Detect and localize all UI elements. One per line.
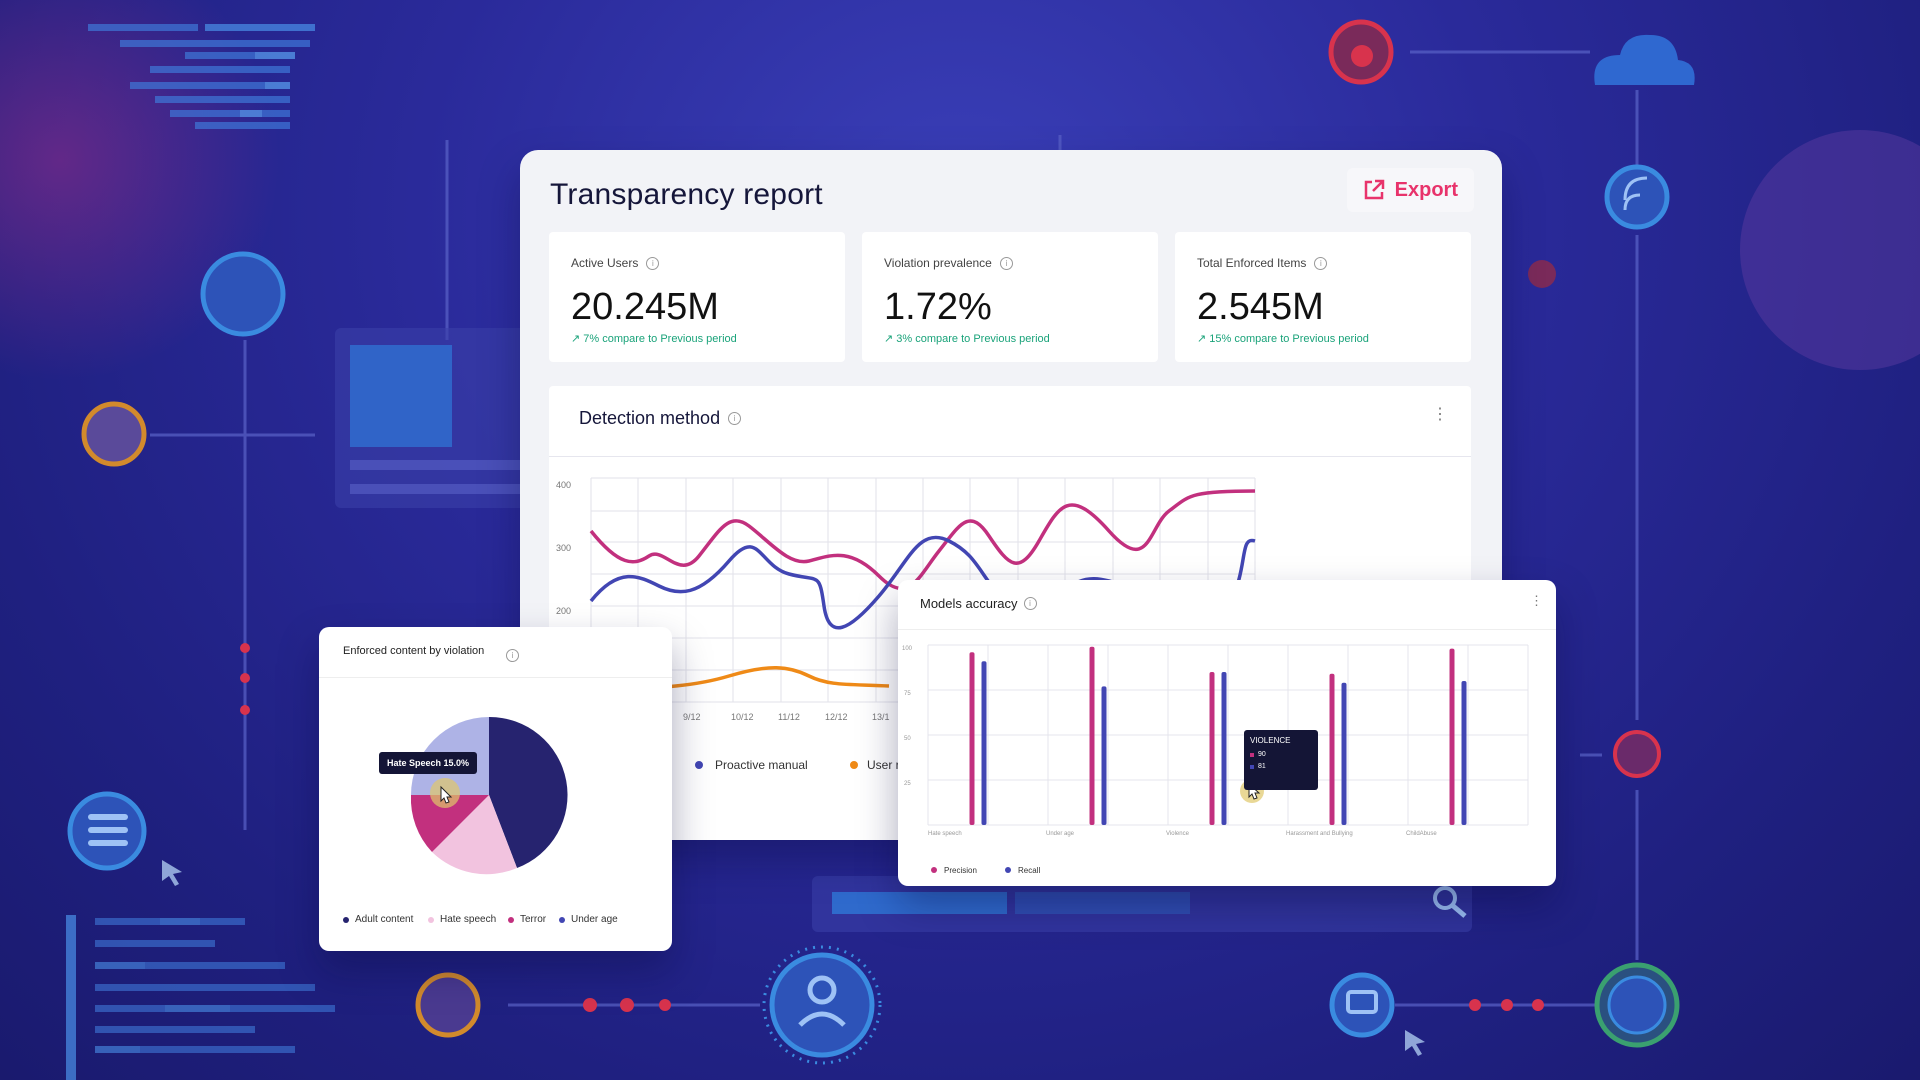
stat-label: Violation prevalence [884,256,992,270]
slice-hate-speech [432,795,517,875]
bar-recall[interactable] [1341,682,1347,825]
bar-tooltip: VIOLENCE 90 81 [1244,730,1318,790]
divider [898,629,1556,630]
x-tick: Harassment and Bullying [1286,831,1353,837]
legend-label: Terror [520,914,547,925]
page-title: Transparency report [550,178,823,211]
legend-marker [1005,867,1011,873]
legend-label: User r [867,758,900,772]
legend-marker [1250,752,1254,757]
bar-recall[interactable] [1101,686,1107,825]
y-tick: 25 [904,781,911,787]
kebab-menu-icon[interactable]: ⋮ [1530,593,1543,608]
bar-precision[interactable] [1209,672,1215,825]
cursor-hand-icon [440,785,453,804]
x-tick: Violence [1166,831,1190,837]
panel-title: Detection method [579,408,721,428]
stat-value: 20.245M [571,286,719,328]
bar-precision[interactable] [1329,673,1335,825]
stat-total-enforced-items: Total Enforced Items i 2.545M ↗ 15% compa… [1175,232,1471,362]
bar-precision[interactable] [1449,648,1455,825]
bar-precision[interactable] [969,652,975,825]
legend-marker [508,916,514,923]
x-tick: 9/12 [683,712,701,722]
bar-recall[interactable] [1221,672,1227,825]
legend-label: Recall [1018,866,1040,875]
legend-label: Adult content [355,914,414,925]
y-tick: 50 [904,736,911,742]
legend-marker [1250,764,1254,769]
x-tick: Hate speech [928,831,962,837]
stat-value: 1.72% [884,286,992,328]
kebab-menu-icon[interactable]: ⋮ [1432,406,1448,423]
x-tick: 10/12 [731,712,754,722]
bar-chart: 100 75 50 25 Hate speech Under age Viole… [902,644,1529,875]
x-tick: 12/12 [825,712,848,722]
stat-value: 2.545M [1197,286,1324,328]
y-tick: 400 [556,480,571,490]
y-tick: 200 [556,606,571,616]
legend-label: Hate speech [440,914,497,925]
slice-terror [410,795,489,852]
models-accuracy-card: Models accuracy i ⋮ 100 75 50 25 Hate sp… [898,580,1556,886]
stat-label: Active Users [571,256,639,270]
tooltip-title: VIOLENCE [1250,736,1291,745]
legend-label: Under age [571,914,618,925]
legend-label: Precision [944,866,977,875]
card-title: Models accuracy [920,596,1018,611]
stat-violation-prevalence: Violation prevalence i 1.72% ↗ 3% compare… [862,232,1158,362]
pie-tooltip: Hate Speech 15.0% [379,752,478,774]
trend-up-icon: ↗ [1197,333,1210,345]
trend-up-icon: ↗ [571,333,584,345]
y-tick: 300 [556,543,571,553]
legend-marker [931,867,937,873]
info-icon[interactable]: i [728,412,742,425]
tooltip-precision: 90 [1258,751,1266,758]
stat-active-users: Active Users i 20.245M ↗ 7% compare to Pr… [549,232,845,362]
pie-chart [410,716,568,875]
x-tick: 11/12 [778,712,800,722]
legend-label: Proactive manual [715,758,808,772]
bar-recall[interactable] [981,661,987,825]
trend-up-icon: ↗ [884,333,897,345]
info-icon[interactable]: i [999,256,1013,270]
stat-change: 7% compare to Previous period [583,333,737,345]
info-icon[interactable]: i [1023,597,1037,610]
legend-marker [850,761,858,769]
divider [549,456,1471,457]
x-tick: Under age [1046,831,1075,837]
export-label: Export [1394,178,1458,201]
x-tick: ChildAbuse [1406,831,1437,837]
legend-marker [428,916,434,923]
stat-change: 15% compare to Previous period [1209,333,1369,345]
x-tick: 13/1 [872,712,890,722]
tooltip-recall: 81 [1258,763,1266,770]
export-button[interactable]: Export [1346,168,1474,212]
bar-precision[interactable] [1089,646,1095,825]
legend-marker [559,916,565,923]
info-icon[interactable]: i [506,649,519,662]
legend-marker [343,916,349,923]
series-line-pink [589,489,1256,591]
card-title: Enforced content by violation [343,645,485,657]
slice-adult-content [489,716,568,868]
divider [319,677,672,678]
y-tick: 100 [902,646,913,652]
info-icon[interactable]: i [1314,256,1328,270]
stat-label: Total Enforced Items [1197,256,1307,270]
enforced-content-card: Enforced content by violation i Hate Spe… [319,627,672,951]
external-link-icon [1364,179,1384,200]
info-icon[interactable]: i [646,256,660,270]
bar-recall[interactable] [1461,681,1467,825]
stat-change: 3% compare to Previous period [896,333,1050,345]
y-tick: 75 [904,691,911,697]
legend-marker [695,761,703,769]
